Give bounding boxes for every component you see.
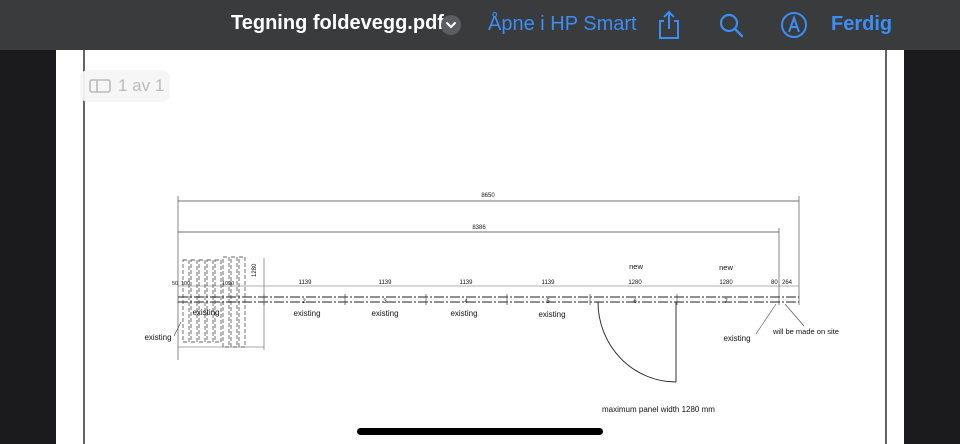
leader-line — [784, 303, 805, 327]
dim-panel-4: 1139 — [542, 280, 556, 286]
existing-label-5: existing — [450, 309, 477, 318]
door-swing-arc — [597, 301, 677, 383]
panel-number-7: 7 — [724, 299, 728, 305]
dim-small-3: 1090 — [222, 281, 234, 287]
pdf-page[interactable] — [56, 50, 904, 444]
existing-label-6: existing — [538, 310, 565, 319]
existing-label-2: existing — [192, 308, 219, 317]
share-icon[interactable] — [655, 10, 683, 40]
right-margin — [904, 50, 960, 444]
new-label-1: new — [629, 262, 643, 271]
max-panel-note: maximum panel width 1280 mm — [602, 405, 715, 414]
chevron-down-icon[interactable] — [441, 15, 461, 35]
dim-panel-5: 1280 — [628, 280, 642, 286]
done-button[interactable]: Ferdig — [831, 13, 893, 35]
dim-panel-2: 1139 — [379, 280, 393, 286]
search-icon[interactable] — [717, 10, 745, 40]
existing-label-1: existing — [144, 333, 171, 342]
new-label-2: new — [719, 263, 733, 272]
page-counter-label: 1 av 1 — [118, 76, 165, 95]
dim-small-1: 50 — [172, 281, 178, 287]
dim-8650: 8650 — [481, 193, 495, 199]
panel-number-2: 2 — [302, 299, 306, 305]
page-counter[interactable]: 1 av 1 — [80, 70, 170, 102]
existing-label-7: existing — [723, 334, 750, 343]
dim-panel-8: 264 — [782, 280, 793, 286]
dim-panel-3: 1139 — [460, 280, 474, 286]
existing-label-4: existing — [371, 309, 398, 318]
site-note: will be made on site — [772, 327, 839, 336]
dim-panel-6: 1280 — [719, 280, 733, 286]
existing-label-3: existing — [293, 309, 320, 318]
panel-number-6: 6 — [633, 299, 637, 305]
leader-line — [173, 321, 182, 337]
leader-line — [755, 303, 777, 335]
home-indicator[interactable] — [357, 428, 603, 435]
panel-number-5: 5 — [546, 299, 550, 305]
dim-panel-1: 1139 — [299, 280, 313, 286]
left-margin — [0, 50, 56, 444]
markup-icon[interactable] — [780, 10, 808, 40]
top-toolbar: Tegning foldevegg.pdf Åpne i HP Smart Fe… — [0, 0, 960, 50]
panel-number-3: 3 — [383, 299, 387, 305]
dim-vertical: 1280 — [252, 263, 258, 277]
dim-8386: 8386 — [472, 225, 486, 231]
sidebar-icon — [89, 79, 111, 98]
dim-panel-7: 80 — [771, 280, 778, 286]
dim-small-2: 100 — [181, 281, 190, 287]
document-title[interactable]: Tegning foldevegg.pdf — [231, 12, 444, 34]
panel-number-4: 4 — [464, 299, 468, 305]
open-in-hp-smart-button[interactable]: Åpne i HP Smart — [488, 13, 637, 35]
